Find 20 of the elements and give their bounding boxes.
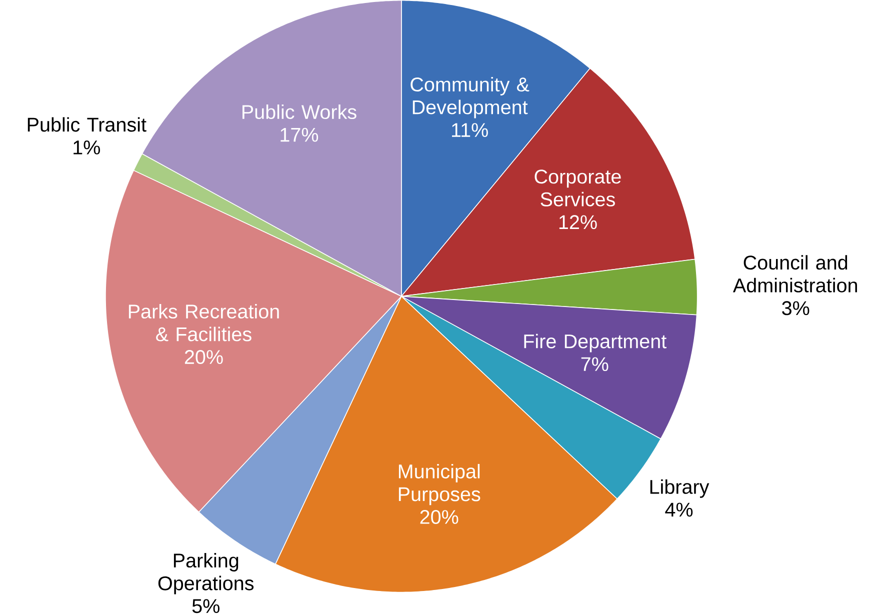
slice-label: Public Works <box>242 104 356 119</box>
data-label: 20% <box>184 350 223 364</box>
data-label: 11% <box>452 123 488 137</box>
data-label: 7% <box>581 357 608 372</box>
data-label: 17% <box>280 128 318 142</box>
slice-label: Parks Recreation & Facilities <box>128 304 279 342</box>
slice-label: Municipal Purposes <box>398 464 480 506</box>
data-label: 20% <box>420 510 458 524</box>
slice-label: Parking Operations <box>158 553 254 594</box>
data-label: 4% <box>665 502 693 517</box>
data-label: 5% <box>192 599 220 614</box>
slice-label: Community & Development <box>410 76 530 118</box>
slice-label: Fire Department <box>524 334 666 352</box>
data-label: 12% <box>559 215 597 230</box>
slice-label: Council and Administration <box>732 255 857 292</box>
slice-label: Library <box>650 479 710 498</box>
slice-label: Corporate Services <box>534 170 621 206</box>
slice-label: Public Transit <box>28 117 146 132</box>
data-label: 1% <box>74 140 100 154</box>
data-label: 3% <box>782 301 810 316</box>
